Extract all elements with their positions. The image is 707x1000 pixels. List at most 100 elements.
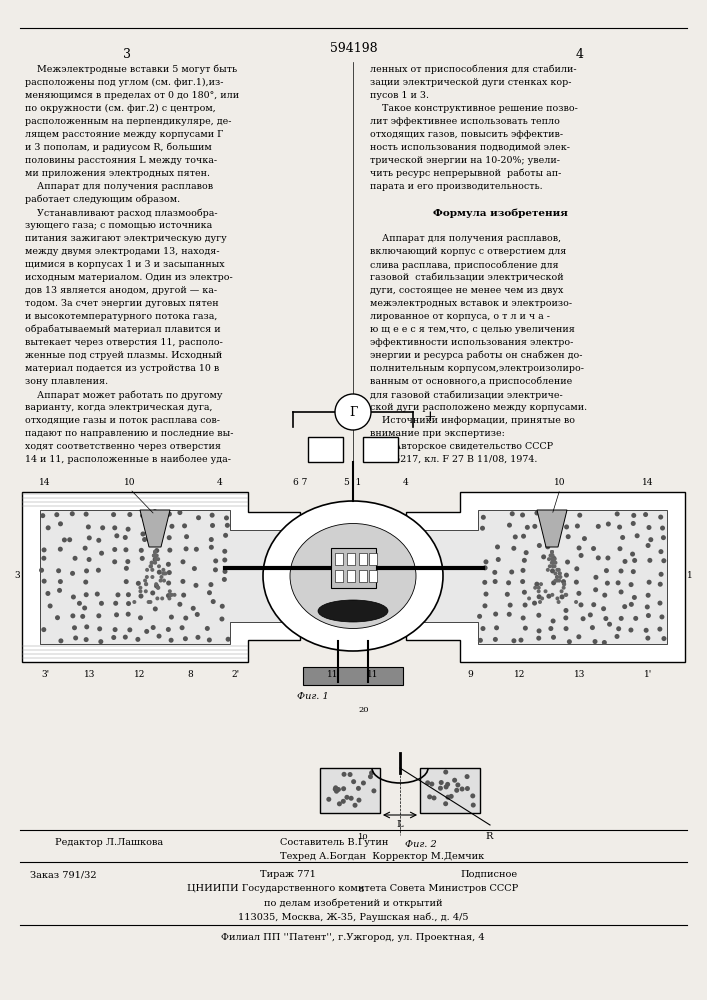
Circle shape — [646, 525, 651, 530]
Circle shape — [522, 590, 527, 595]
Polygon shape — [406, 492, 685, 662]
Circle shape — [181, 593, 186, 598]
Text: Редактор Л.Лашкова: Редактор Л.Лашкова — [55, 838, 163, 847]
Circle shape — [77, 601, 82, 606]
Circle shape — [96, 613, 101, 618]
Circle shape — [353, 803, 358, 808]
Circle shape — [631, 569, 636, 574]
Circle shape — [532, 524, 537, 529]
Circle shape — [139, 586, 142, 590]
Text: Фиг. 2: Фиг. 2 — [405, 840, 437, 849]
Circle shape — [207, 637, 212, 642]
Circle shape — [548, 564, 552, 568]
Circle shape — [127, 627, 132, 632]
Text: лит эффективнее использовать тепло: лит эффективнее использовать тепло — [370, 117, 560, 126]
Circle shape — [58, 521, 63, 526]
Circle shape — [100, 525, 105, 530]
Circle shape — [593, 587, 598, 592]
Circle shape — [112, 547, 117, 552]
Text: 12: 12 — [134, 670, 146, 679]
Circle shape — [552, 557, 556, 561]
Text: внимание при экспертизе:: внимание при экспертизе: — [370, 429, 505, 438]
Circle shape — [660, 526, 665, 531]
Text: 10: 10 — [124, 478, 136, 487]
Circle shape — [577, 513, 583, 518]
Circle shape — [549, 512, 554, 517]
Circle shape — [124, 579, 129, 584]
Circle shape — [645, 543, 650, 548]
Circle shape — [337, 801, 342, 806]
Circle shape — [455, 782, 460, 787]
Circle shape — [143, 579, 147, 583]
Circle shape — [153, 550, 157, 554]
Circle shape — [566, 534, 571, 539]
Bar — [420, 768, 480, 813]
Text: отходящих газов, повысить эффектив-: отходящих газов, повысить эффектив- — [370, 130, 563, 139]
Circle shape — [67, 537, 72, 542]
Circle shape — [619, 616, 624, 621]
Circle shape — [520, 579, 525, 584]
Circle shape — [161, 571, 165, 575]
Circle shape — [425, 780, 430, 785]
Text: вытекает через отверстия 11, располо-: вытекает через отверстия 11, располо- — [25, 338, 223, 347]
Bar — [331, 548, 376, 588]
Circle shape — [150, 561, 153, 565]
Circle shape — [601, 606, 606, 611]
Circle shape — [513, 534, 518, 539]
Circle shape — [170, 593, 174, 597]
Circle shape — [617, 525, 622, 530]
Circle shape — [163, 571, 168, 575]
Circle shape — [115, 533, 119, 538]
Circle shape — [431, 795, 436, 800]
Circle shape — [341, 772, 346, 777]
Circle shape — [605, 581, 610, 586]
Circle shape — [371, 788, 376, 793]
Text: Источники информации, принятые во: Источники информации, принятые во — [370, 416, 575, 425]
Circle shape — [564, 573, 569, 578]
Circle shape — [578, 553, 583, 558]
Text: 5: 5 — [358, 886, 363, 894]
Circle shape — [591, 546, 596, 551]
Circle shape — [177, 602, 182, 607]
Circle shape — [620, 535, 625, 540]
Text: Составитель В.Гутин: Составитель В.Гутин — [280, 838, 388, 847]
Text: 3': 3' — [41, 670, 49, 679]
Text: 30: 30 — [358, 556, 368, 564]
Circle shape — [551, 618, 556, 623]
Circle shape — [349, 796, 354, 801]
Circle shape — [574, 600, 578, 604]
Text: Техред А.Богдан  Корректор М.Демчик: Техред А.Богдан Корректор М.Демчик — [280, 852, 484, 861]
Polygon shape — [140, 510, 170, 547]
Text: слива расплава, приспособление для: слива расплава, приспособление для — [370, 260, 559, 269]
Circle shape — [478, 638, 483, 643]
Circle shape — [555, 568, 559, 572]
Circle shape — [606, 522, 611, 527]
Polygon shape — [388, 510, 667, 644]
Circle shape — [167, 535, 172, 540]
Circle shape — [574, 566, 579, 571]
Text: +: + — [423, 410, 436, 424]
Text: падают по направлению и последние вы-: падают по направлению и последние вы- — [25, 429, 233, 438]
Circle shape — [454, 788, 460, 793]
Circle shape — [635, 533, 640, 538]
Circle shape — [184, 546, 189, 551]
Bar — [347, 553, 355, 565]
Circle shape — [222, 557, 227, 562]
Circle shape — [470, 793, 475, 798]
Circle shape — [646, 613, 651, 618]
Circle shape — [126, 612, 131, 617]
Circle shape — [126, 592, 131, 597]
Circle shape — [177, 510, 182, 515]
Text: 1. Авторское свидетельство СССР: 1. Авторское свидетельство СССР — [370, 442, 553, 451]
Circle shape — [140, 556, 145, 561]
Text: 13: 13 — [84, 670, 95, 679]
Text: 6 7: 6 7 — [293, 478, 307, 487]
Circle shape — [482, 603, 487, 608]
Circle shape — [559, 594, 565, 599]
Circle shape — [115, 592, 120, 597]
Circle shape — [71, 613, 76, 618]
Circle shape — [551, 635, 556, 640]
Circle shape — [160, 596, 164, 600]
Circle shape — [114, 612, 119, 617]
Circle shape — [562, 582, 566, 586]
